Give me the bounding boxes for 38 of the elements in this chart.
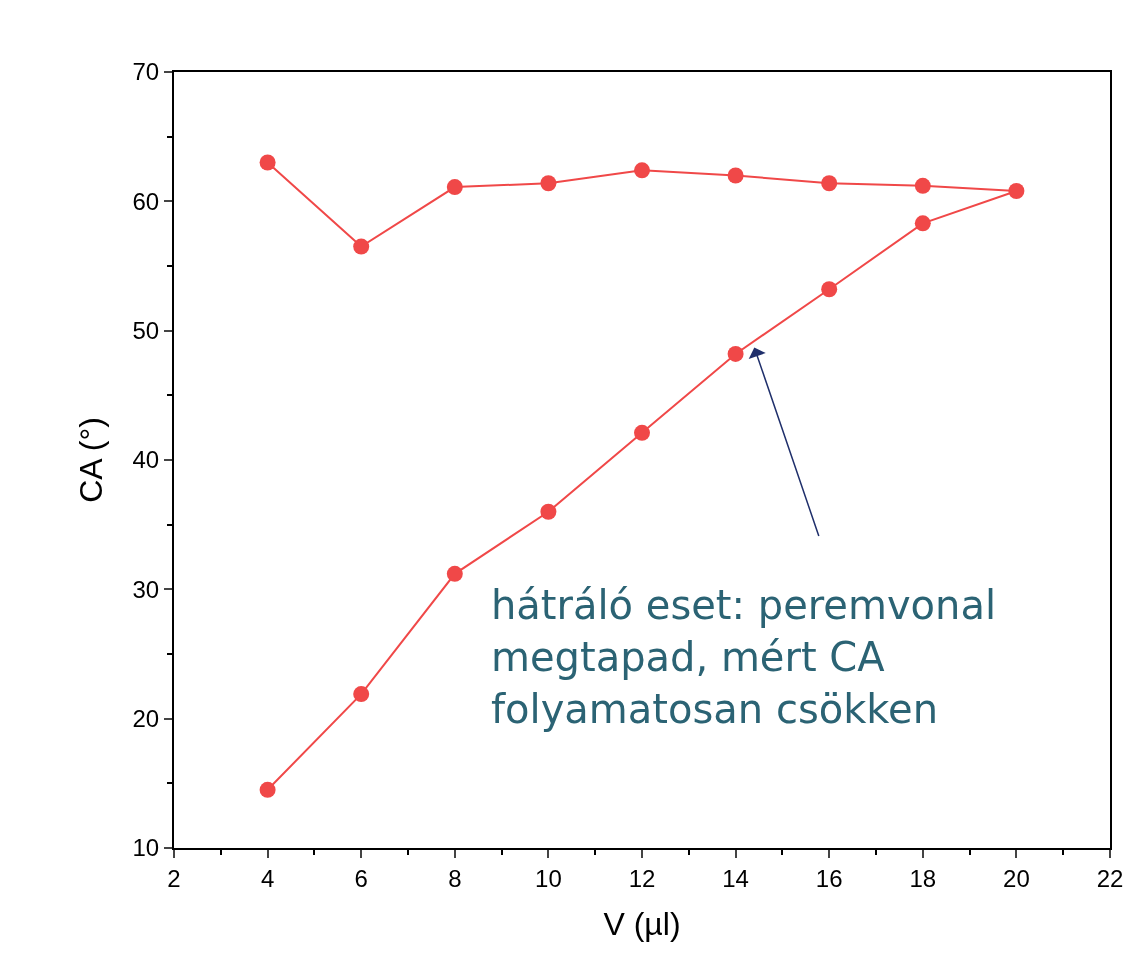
x-tick-label: 14 — [722, 864, 749, 892]
point — [540, 175, 557, 192]
x-tick-label: 10 — [535, 864, 562, 892]
y-tick-label: 10 — [132, 834, 160, 862]
point — [634, 162, 650, 179]
point — [446, 179, 463, 196]
point — [1008, 182, 1025, 199]
point — [727, 345, 744, 362]
x-axis-title: V (µl) — [603, 906, 681, 943]
y-tick-label: 30 — [132, 575, 160, 603]
x-tick-label: 4 — [260, 864, 275, 892]
point — [540, 503, 557, 520]
point — [446, 565, 463, 582]
annotation: hátráló eset: peremvonal megtapad, mért CA folyamatosan csökken — [491, 582, 996, 732]
y-tick-label: 70 — [132, 58, 160, 86]
point — [914, 215, 931, 232]
x-tick-label: 20 — [1003, 864, 1030, 892]
y-tick-label: 50 — [132, 317, 160, 345]
x-tick-label: 18 — [909, 864, 937, 892]
x-tick-label: 22 — [1096, 864, 1124, 892]
x-tick-label: 12 — [628, 864, 656, 892]
point — [727, 167, 744, 184]
point — [259, 781, 276, 798]
point — [353, 238, 370, 255]
point — [259, 154, 276, 171]
point — [353, 686, 370, 703]
point — [821, 281, 838, 298]
point — [821, 175, 838, 192]
y-tick-label: 60 — [132, 187, 160, 215]
x-tick-label: 16 — [815, 864, 843, 892]
point — [914, 177, 931, 194]
x-tick-label: 8 — [448, 864, 462, 892]
x-tick-label: 6 — [354, 864, 368, 892]
y-tick-label: 20 — [132, 705, 160, 733]
x-tick-label: 2 — [167, 864, 181, 892]
y-tick-label: 40 — [132, 446, 160, 474]
point — [634, 424, 650, 441]
y-axis-title: CA (°) — [73, 417, 110, 503]
